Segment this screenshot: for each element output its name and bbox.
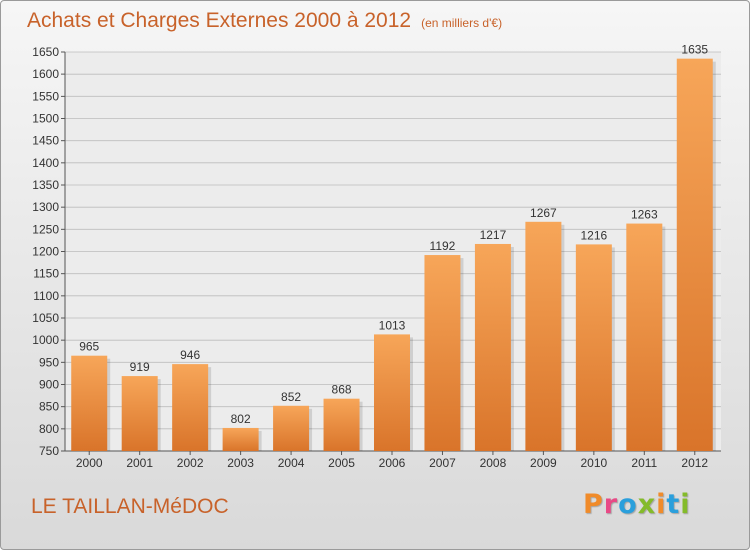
brand-letter: x (637, 489, 657, 520)
chart-title: Achats et Charges Externes 2000 à 2012 (e… (27, 9, 502, 33)
chart-unit: (en milliers d'€) (421, 16, 503, 30)
y-tick-label: 1600 (32, 67, 59, 81)
y-tick-label: 1350 (32, 178, 59, 192)
bar (71, 355, 108, 451)
bar (676, 58, 713, 452)
data-label: 1013 (379, 318, 406, 332)
y-tick-label: 1400 (32, 156, 59, 170)
data-label: 868 (332, 383, 352, 397)
bar (575, 244, 612, 451)
y-tick-label: 1450 (32, 134, 59, 148)
data-label: 946 (180, 348, 200, 362)
data-label: 965 (79, 340, 99, 354)
y-tick-label: 1550 (32, 89, 59, 103)
data-label: 1216 (580, 228, 607, 242)
brand-letter: t (666, 489, 681, 520)
brand-letter: P (583, 489, 604, 520)
x-tick-label: 2003 (227, 456, 254, 470)
y-tick-label: 1050 (32, 311, 59, 325)
bar (273, 405, 310, 451)
y-tick-label: 750 (39, 444, 59, 458)
data-label: 1217 (480, 228, 507, 242)
y-tick-label: 1100 (33, 289, 59, 303)
chart-title-text: Achats et Charges Externes 2000 à 2012 (27, 9, 412, 32)
x-tick-label: 2002 (177, 456, 204, 470)
bar (525, 221, 562, 451)
x-tick-label: 2004 (278, 456, 305, 470)
brand-letter: o (618, 489, 638, 520)
bar (424, 255, 461, 451)
x-tick-label: 2009 (530, 456, 557, 470)
y-tick-label: 1500 (32, 112, 59, 126)
x-tick-label: 2011 (631, 456, 657, 470)
y-tick-label: 1300 (32, 200, 59, 214)
data-label: 1267 (530, 206, 557, 220)
bar (374, 334, 410, 451)
x-tick-label: 2006 (379, 456, 406, 470)
bar (121, 376, 158, 451)
x-tick-label: 2001 (126, 456, 153, 470)
bar (626, 223, 663, 451)
data-label: 1192 (430, 239, 456, 253)
town-name: LE TAILLAN-MéDOC (31, 495, 229, 518)
x-tick-label: 2007 (429, 456, 456, 470)
x-tick-label: 2012 (681, 456, 708, 470)
x-tick-label: 2010 (580, 456, 607, 470)
y-tick-label: 1150 (33, 267, 59, 281)
y-tick-label: 950 (39, 355, 59, 369)
bar (474, 243, 511, 451)
brand-letter: r (603, 489, 619, 520)
y-tick-label: 800 (39, 422, 59, 436)
x-tick-label: 2005 (328, 456, 355, 470)
data-label: 802 (231, 412, 251, 426)
data-label: 1263 (631, 208, 658, 222)
brand-letter: i (656, 489, 667, 520)
bar (222, 427, 259, 451)
y-tick-label: 850 (39, 400, 59, 414)
y-tick-label: 1000 (32, 333, 59, 347)
bar (323, 398, 360, 451)
y-tick-label: 1650 (32, 45, 59, 59)
x-tick-label: 2008 (480, 456, 507, 470)
data-label: 1635 (681, 43, 708, 57)
data-label: 919 (130, 360, 150, 374)
proxiti-logo: Proxiti (583, 489, 691, 520)
data-label: 852 (281, 390, 301, 404)
bar (172, 364, 209, 451)
y-tick-label: 1200 (32, 245, 59, 259)
y-tick-label: 900 (39, 378, 59, 392)
x-tick-label: 2000 (76, 456, 103, 470)
brand-letter: i (680, 489, 691, 520)
y-tick-label: 1250 (32, 222, 59, 236)
